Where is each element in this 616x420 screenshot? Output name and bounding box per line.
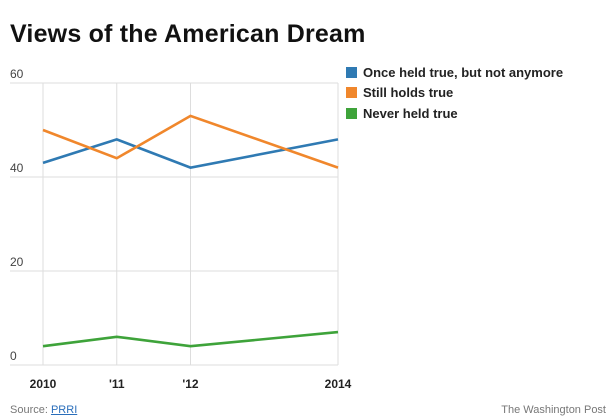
legend-item-never-held: Never held true — [346, 103, 563, 124]
series-lines — [42, 114, 339, 348]
series-line-1 — [42, 114, 339, 169]
series-line-2 — [42, 330, 339, 348]
y-tick-label: 20 — [10, 255, 24, 269]
series-line-0 — [42, 138, 339, 169]
x-tick-labels: 2010 '11 '12 2014 — [30, 377, 352, 391]
source-prefix: Source: — [10, 404, 51, 416]
x-tick-label: '12 — [182, 377, 199, 391]
source-note: Source: PRRI — [10, 404, 77, 416]
legend-swatch-blue — [346, 66, 357, 78]
x-tick-label: 2014 — [325, 377, 352, 391]
y-tick-label: 0 — [10, 349, 17, 363]
legend-swatch-green — [346, 107, 357, 119]
legend-label: Once held true, but not anymore — [363, 64, 564, 80]
legend-item-still-holds: Still holds true — [346, 83, 563, 104]
gridlines — [10, 82, 339, 366]
y-tick-labels: 0 20 40 60 — [10, 67, 24, 363]
legend: Once held true, but not anymore Still ho… — [346, 62, 563, 124]
x-tick-label: '11 — [109, 377, 125, 391]
legend-swatch-orange — [346, 87, 357, 99]
y-tick-label: 60 — [10, 67, 24, 81]
legend-item-once-held: Once held true, but not anymore — [346, 62, 563, 83]
chart-title: Views of the American Dream — [10, 20, 366, 48]
legend-label: Still holds true — [363, 85, 454, 101]
credit-line: The Washington Post — [501, 404, 606, 416]
y-tick-label: 40 — [10, 161, 24, 175]
source-link[interactable]: PRRI — [50, 404, 78, 416]
legend-label: Never held true — [363, 105, 458, 121]
x-tick-label: 2010 — [30, 377, 57, 391]
